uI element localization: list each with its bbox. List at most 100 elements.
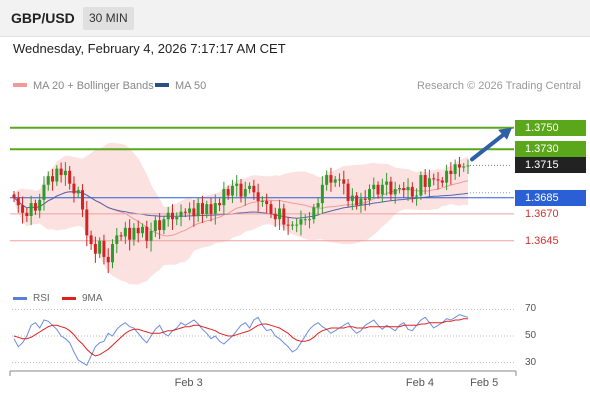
- currency-pair: GBP/USD: [11, 10, 75, 26]
- candle-body: [132, 227, 136, 240]
- candle-body: [21, 205, 25, 213]
- candle-body: [419, 175, 423, 196]
- candle-body: [128, 227, 132, 240]
- candle-body: [295, 224, 299, 226]
- candle-body: [466, 165, 470, 167]
- legend-rsi-label: RSI: [33, 293, 50, 304]
- candle-body: [402, 188, 406, 191]
- candle-body: [265, 200, 269, 205]
- candle-body: [380, 184, 384, 195]
- candle-body: [325, 175, 329, 185]
- candle-body: [282, 208, 286, 225]
- candle-body: [111, 244, 115, 263]
- price-label-1.3670: 1.3670: [525, 207, 559, 220]
- candle-body: [59, 168, 63, 176]
- candle-body: [260, 200, 264, 202]
- legend-ma20-label: MA 20 + Bollinger Bands: [33, 80, 154, 92]
- candle-body: [449, 170, 453, 174]
- candle-body: [33, 203, 37, 211]
- candle-body: [427, 178, 431, 187]
- candle-body: [367, 189, 371, 200]
- candle-body: [72, 183, 76, 194]
- candle-body: [350, 195, 354, 201]
- candle-body: [81, 190, 85, 210]
- candle-body: [102, 240, 106, 257]
- candle-body: [25, 212, 29, 216]
- x-tick-label: Feb 5: [470, 377, 499, 389]
- candle-body: [453, 164, 457, 174]
- candle-body: [76, 190, 80, 194]
- candle-body: [406, 186, 410, 191]
- candle-body: [320, 184, 324, 204]
- candle-body: [175, 217, 179, 220]
- x-tick-label: Feb 3: [174, 377, 203, 389]
- candle-body: [252, 185, 256, 193]
- forecast-arrow: [470, 130, 508, 162]
- candle-body: [397, 188, 401, 190]
- price-label-1.3750: 1.3750: [515, 119, 586, 136]
- candle-body: [432, 178, 436, 180]
- legend-9ma-label: 9MA: [82, 293, 103, 304]
- forecast-arrowhead: [498, 127, 512, 140]
- candle-body: [290, 224, 294, 226]
- ma50-line: [13, 191, 469, 219]
- candle-body: [119, 235, 123, 237]
- candle-body: [149, 231, 153, 241]
- candle-body: [213, 203, 217, 214]
- candle-body: [55, 168, 59, 182]
- candle-body: [239, 183, 243, 197]
- candle-body: [115, 235, 119, 244]
- candle-body: [158, 220, 162, 230]
- candle-body: [205, 204, 209, 214]
- candle-body: [230, 185, 234, 196]
- candle-body: [410, 186, 414, 197]
- candle-body: [286, 224, 290, 226]
- candle-body: [166, 212, 170, 220]
- legend-ma20: MA 20 + Bollinger Bands: [13, 80, 154, 92]
- candle-body: [136, 227, 140, 234]
- candle-body: [415, 195, 419, 197]
- candle-body: [188, 208, 192, 213]
- candle-body: [329, 175, 333, 183]
- candle-body: [222, 189, 226, 206]
- candle-body: [196, 203, 200, 216]
- candle-body: [145, 226, 149, 241]
- candle-body: [440, 180, 444, 183]
- candle-body: [333, 179, 337, 183]
- chart-header: GBP/USD 30 MIN: [0, 0, 590, 37]
- candle-body: [338, 179, 342, 181]
- candle-body: [68, 170, 72, 184]
- candle-body: [85, 209, 89, 236]
- candle-body: [183, 211, 187, 213]
- candle-body: [140, 226, 144, 234]
- candle-body: [170, 212, 174, 220]
- candle-body: [342, 179, 346, 184]
- legend-ma50: MA 50: [155, 80, 206, 92]
- candle-body: [423, 175, 427, 187]
- candle-body: [51, 176, 55, 182]
- legend-9ma: 9MA: [62, 293, 103, 304]
- candle-body: [436, 179, 440, 181]
- candle-body: [256, 192, 260, 201]
- candle-body: [12, 194, 16, 198]
- candle-body: [46, 176, 50, 185]
- candle-body: [192, 208, 196, 216]
- 9ma-swatch: [62, 296, 76, 300]
- candle-body: [209, 204, 213, 214]
- rsi-tick-label: 30: [525, 356, 537, 368]
- timeframe-button[interactable]: 30 MIN: [83, 7, 134, 30]
- rsi-tick-label: 70: [525, 303, 537, 315]
- candle-body: [200, 203, 204, 214]
- candle-body: [372, 184, 376, 190]
- candle-body: [93, 244, 97, 254]
- candle-body: [316, 203, 320, 208]
- 9ma-line: [13, 318, 468, 357]
- candle-body: [29, 203, 33, 216]
- price-label-1.3730: 1.3730: [515, 141, 586, 158]
- x-tick-label: Feb 4: [405, 377, 435, 389]
- candle-body: [269, 204, 273, 214]
- candle-body: [359, 198, 363, 206]
- candle-body: [63, 170, 67, 176]
- price-label-1.3645: 1.3645: [525, 234, 559, 247]
